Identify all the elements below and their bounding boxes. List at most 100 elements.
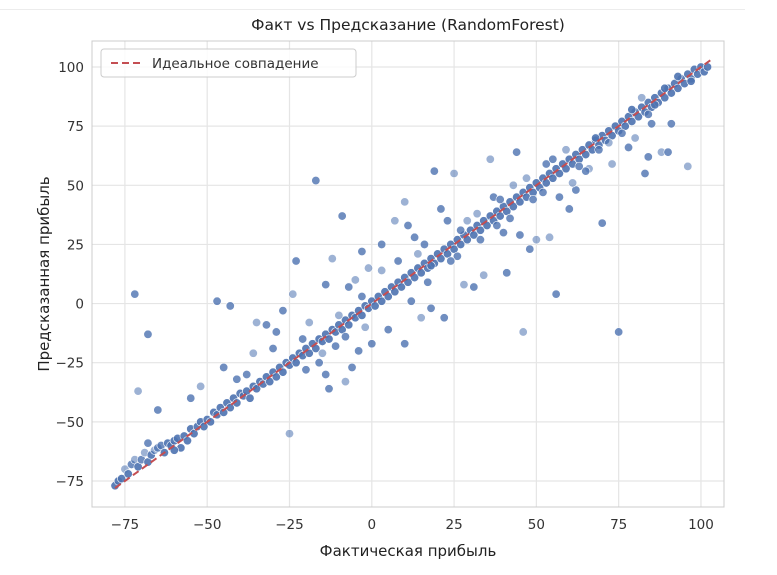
top-divider [0,9,745,10]
data-point [268,344,278,354]
data-point [439,313,449,323]
data-point [186,393,196,403]
data-point [538,187,548,197]
data-point [548,154,558,164]
ideal-fit-line [114,59,712,489]
x-tick-label: 100 [688,517,714,533]
x-axis-label: Фактическая прибыль [320,542,497,560]
data-point [617,128,627,138]
data-point [357,291,367,301]
legend-label: Идеальное совпадение [152,56,319,72]
data-point [597,218,607,228]
x-tick-label: −25 [275,517,304,533]
data-point [334,310,344,320]
data-point [354,346,364,356]
data-point [594,145,604,155]
data-point [284,429,294,439]
data-point [143,438,153,448]
data-point [637,93,647,103]
data-point [446,256,456,266]
y-tick-label: 50 [67,178,84,194]
data-point [182,436,192,446]
data-point [479,270,489,280]
data-point [485,154,495,164]
data-point [324,384,334,394]
data-point [574,161,584,171]
data-point [403,221,413,231]
data-point [525,244,535,254]
data-point [541,159,551,169]
data-point [248,348,258,358]
data-point [291,256,301,266]
data-point [390,216,400,226]
data-point [367,339,377,349]
y-axis-label: Предсказанная прибыль [35,176,53,371]
data-point [442,216,452,226]
data-point [143,329,153,339]
y-tick-label: −25 [56,356,85,372]
data-point [416,313,426,323]
data-point [469,282,479,292]
y-tick-label: 100 [58,60,84,76]
data-point [449,168,459,178]
data-point [245,393,255,403]
data-point [225,301,235,311]
data-point [331,341,341,351]
data-point [475,235,485,245]
data-point [340,332,350,342]
x-tick-label: 50 [528,517,545,533]
x-tick-label: 75 [610,517,627,533]
data-point [505,213,515,223]
data-point [561,145,571,155]
data-point [686,76,696,86]
data-point [607,159,617,169]
data-point [324,334,334,344]
data-point [495,194,505,204]
data-point [413,249,423,259]
data-point [666,119,676,129]
data-point [212,296,222,306]
data-point [133,386,143,396]
x-tick-label: 25 [445,517,462,533]
data-point [232,374,242,384]
data-point [123,469,133,479]
data-point [472,209,482,219]
data-point [242,370,252,380]
chart-title: Факт vs Предсказание (RandomForest) [251,16,565,34]
data-point [337,211,347,221]
data-point [301,365,311,375]
data-point [360,322,370,332]
data-point [630,133,640,143]
data-point [627,105,637,115]
data-point [377,265,387,275]
data-point [551,289,561,299]
y-tick-label: 75 [67,119,84,135]
grid [92,41,724,507]
data-point [153,405,163,415]
data-point [521,173,531,183]
data-point [196,381,206,391]
y-tick-label: 25 [67,237,84,253]
data-point [363,263,373,273]
data-point [568,178,578,188]
data-point [350,275,360,285]
data-point [344,320,354,330]
data-point [643,152,653,162]
data-point [321,370,331,380]
data-point [288,289,298,299]
data-point [548,173,558,183]
data-point [515,230,525,240]
data-point [357,247,367,257]
data-point [683,161,693,171]
y-tick-label: −75 [56,474,85,490]
data-point [436,204,446,214]
data-point [419,239,429,249]
data-point [252,317,262,327]
data-point [271,327,281,337]
data-point [452,251,462,261]
data-point [410,232,420,242]
tick-labels: −75 −50 −25 0 25 50 75 100 −75 −50 −25 0 25 50 75 100 [56,60,714,533]
legend-box [100,48,357,78]
data-point [311,176,321,186]
